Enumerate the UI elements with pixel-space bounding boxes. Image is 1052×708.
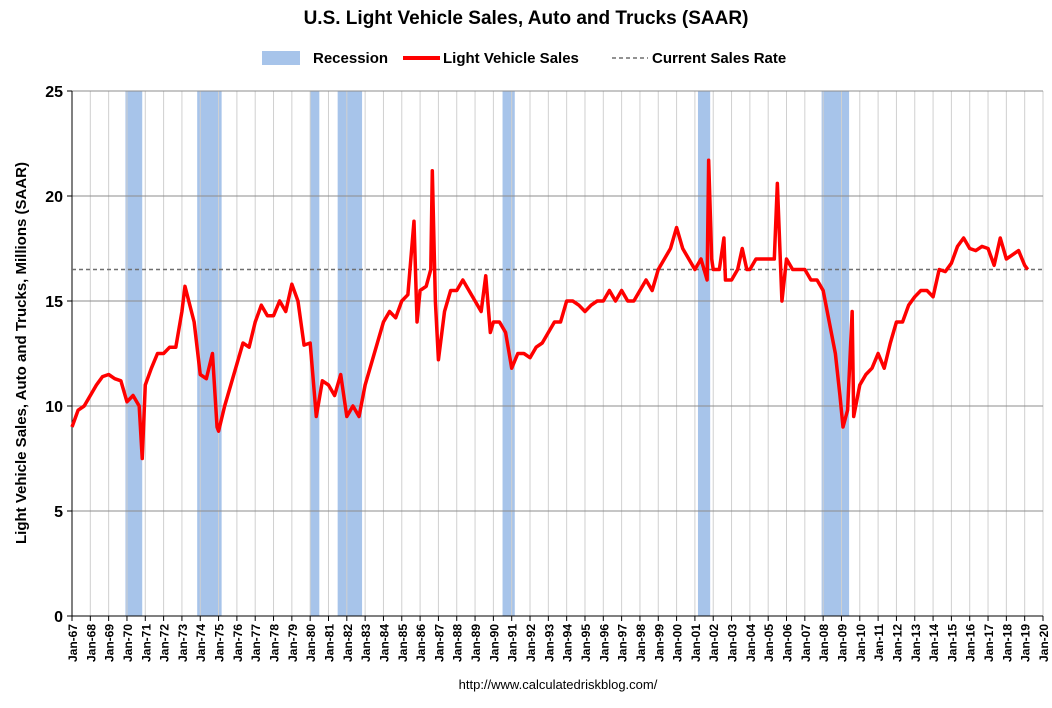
x-tick-label: Jan-78: [268, 624, 282, 662]
x-tick-label: Jan-96: [597, 624, 611, 662]
x-tick-label: Jan-75: [213, 624, 227, 662]
x-tick-label: Jan-87: [432, 624, 446, 662]
x-tick-label: Jan-02: [707, 624, 721, 662]
y-tick-label: 10: [45, 399, 63, 416]
x-tick-label: Jan-03: [726, 624, 740, 662]
y-tick-label: 5: [54, 504, 63, 521]
x-tick-label: Jan-82: [341, 624, 355, 662]
x-tick-label: Jan-76: [231, 624, 245, 662]
x-tick-label: Jan-10: [854, 624, 868, 662]
x-tick-label: Jan-70: [121, 624, 135, 662]
recession-band: [337, 91, 363, 616]
x-tick-label: Jan-80: [304, 624, 318, 662]
y-tick-label: 20: [45, 189, 63, 206]
x-tick-label: Jan-93: [542, 624, 556, 662]
source-text: http://www.calculatedriskblog.com/: [459, 677, 658, 692]
x-tick-label: Jan-90: [487, 624, 501, 662]
x-tick-label: Jan-72: [158, 624, 172, 662]
x-tick-label: Jan-06: [781, 624, 795, 662]
x-tick-label: Jan-95: [579, 624, 593, 662]
chart-title: U.S. Light Vehicle Sales, Auto and Truck…: [304, 8, 749, 29]
x-tick-label: Jan-92: [524, 624, 538, 662]
recession-band: [197, 91, 222, 616]
x-tick-label: Jan-04: [744, 624, 758, 662]
x-tick-label: Jan-81: [322, 624, 336, 662]
x-tick-label: Jan-77: [249, 624, 263, 662]
x-tick-label: Jan-00: [671, 624, 685, 662]
x-tick-label: Jan-68: [84, 624, 98, 662]
y-tick-label: 15: [45, 294, 63, 311]
legend-label: Light Vehicle Sales: [443, 50, 579, 67]
x-tick-label: Jan-89: [469, 624, 483, 662]
x-tick-label: Jan-71: [139, 624, 153, 662]
x-tick-label: Jan-09: [835, 624, 849, 662]
x-tick-label: Jan-74: [194, 624, 208, 662]
x-tick-label: Jan-19: [1019, 624, 1033, 662]
x-tick-label: Jan-12: [890, 624, 904, 662]
x-tick-label: Jan-97: [616, 624, 630, 662]
recession-band: [125, 91, 143, 616]
legend-label: Recession: [313, 50, 388, 67]
x-tick-label: Jan-83: [359, 624, 373, 662]
x-tick-label: Jan-08: [817, 624, 831, 662]
recession-band: [310, 91, 320, 616]
x-tick-label: Jan-67: [66, 624, 80, 662]
x-tick-label: Jan-15: [945, 624, 959, 662]
x-tick-label: Jan-98: [634, 624, 648, 662]
x-tick-label: Jan-07: [799, 624, 813, 662]
x-tick-label: Jan-05: [762, 624, 776, 662]
x-tick-label: Jan-18: [1000, 624, 1014, 662]
x-tick-label: Jan-79: [286, 624, 300, 662]
x-tick-label: Jan-85: [396, 624, 410, 662]
x-tick-label: Jan-73: [176, 624, 190, 662]
x-tick-label: Jan-13: [909, 624, 923, 662]
legend-swatch-recession: [262, 51, 300, 65]
x-tick-label: Jan-84: [377, 624, 391, 662]
x-tick-label: Jan-91: [506, 624, 520, 662]
y-tick-label: 25: [45, 84, 63, 101]
legend-label: Current Sales Rate: [652, 50, 786, 67]
x-tick-label: Jan-01: [689, 624, 703, 662]
x-tick-label: Jan-16: [964, 624, 978, 662]
x-tick-label: Jan-17: [982, 624, 996, 662]
x-tick-label: Jan-14: [927, 624, 941, 662]
x-tick-label: Jan-20: [1037, 624, 1051, 662]
y-tick-label: 0: [54, 609, 63, 626]
x-tick-label: Jan-88: [451, 624, 465, 662]
x-tick-label: Jan-69: [103, 624, 117, 662]
x-tick-label: Jan-86: [414, 624, 428, 662]
y-axis-label: Light Vehicle Sales, Auto and Trucks, Mi…: [13, 162, 30, 544]
sales-line: [70, 158, 1030, 461]
x-tick-label: Jan-94: [561, 624, 575, 662]
x-tick-label: Jan-11: [872, 624, 886, 662]
x-tick-label: Jan-99: [652, 624, 666, 662]
